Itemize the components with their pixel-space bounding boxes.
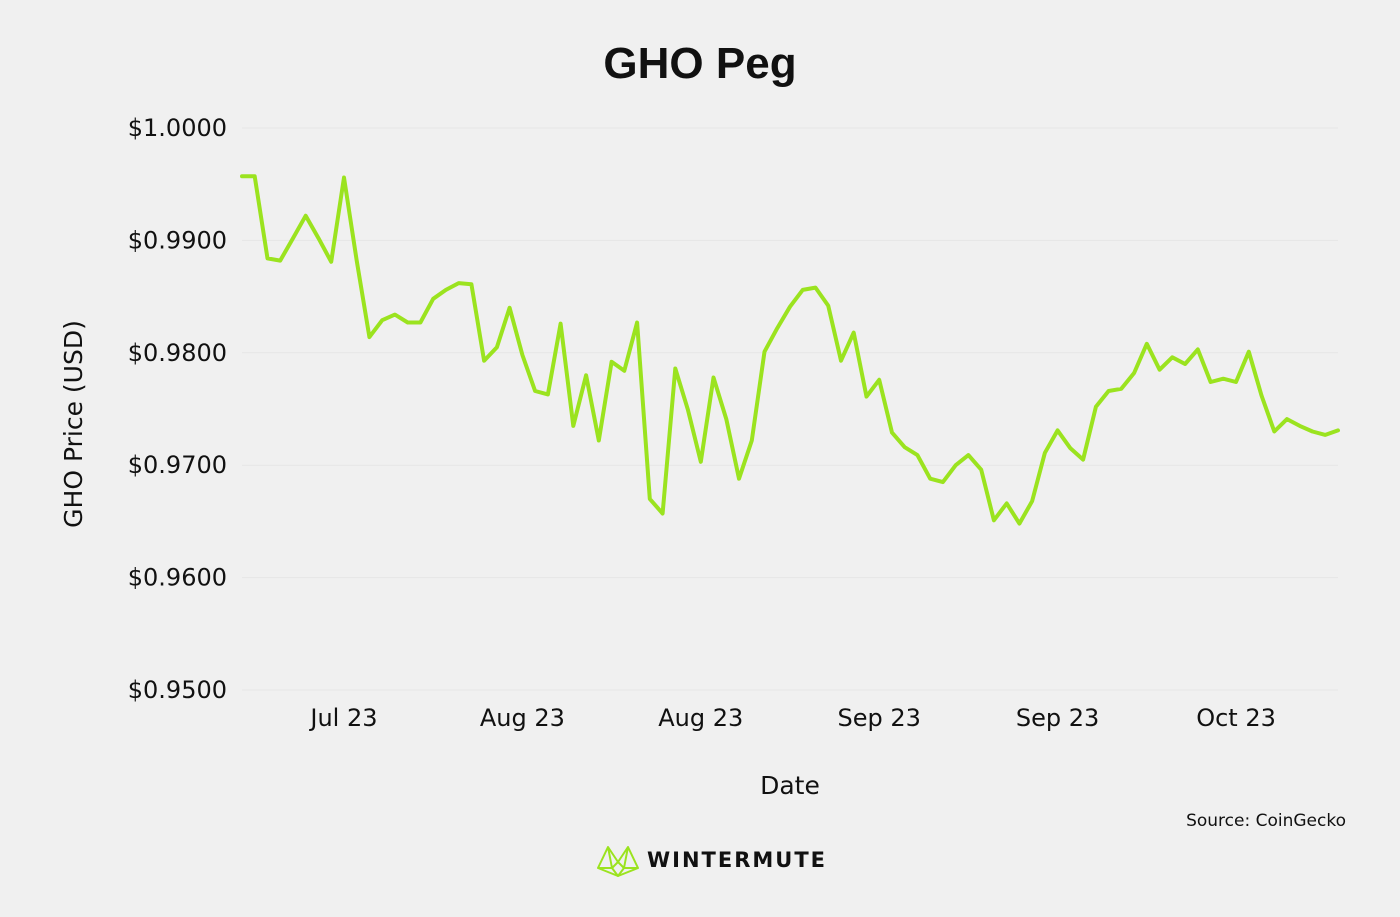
chart-title: GHO Peg [603, 39, 796, 88]
source-note: Source: CoinGecko [1186, 811, 1346, 831]
price-series-line [240, 174, 1340, 526]
brand-logo: WINTERMUTE [597, 846, 827, 877]
brand-name: WINTERMUTE [647, 848, 827, 872]
x-axis-ticks: Jul 23 Aug 23 Aug 23 Sep 23 Sep 23 Oct 23 [308, 704, 1275, 732]
y-tick-label: $0.9900 [128, 226, 227, 254]
y-tick-label: $0.9500 [128, 676, 227, 704]
wintermute-logo-icon [597, 846, 639, 877]
grid-lines [242, 127, 1338, 691]
x-axis-label: Date [760, 771, 820, 800]
y-axis-label: GHO Price (USD) [59, 320, 88, 528]
x-tick-label: Oct 23 [1196, 704, 1276, 732]
y-tick-label: $1.0000 [128, 114, 227, 142]
y-axis-ticks: $1.0000 $0.9900 $0.9800 $0.9700 $0.9600 $0.95… [128, 114, 227, 704]
x-tick-label: Aug 23 [658, 704, 743, 732]
x-tick-label: Sep 23 [1016, 704, 1099, 732]
y-tick-label: $0.9600 [128, 564, 227, 592]
x-tick-label: Sep 23 [838, 704, 921, 732]
x-tick-label: Jul 23 [308, 704, 377, 732]
y-tick-label: $0.9700 [128, 451, 227, 479]
y-tick-label: $0.9800 [128, 339, 227, 367]
x-tick-label: Aug 23 [480, 704, 565, 732]
